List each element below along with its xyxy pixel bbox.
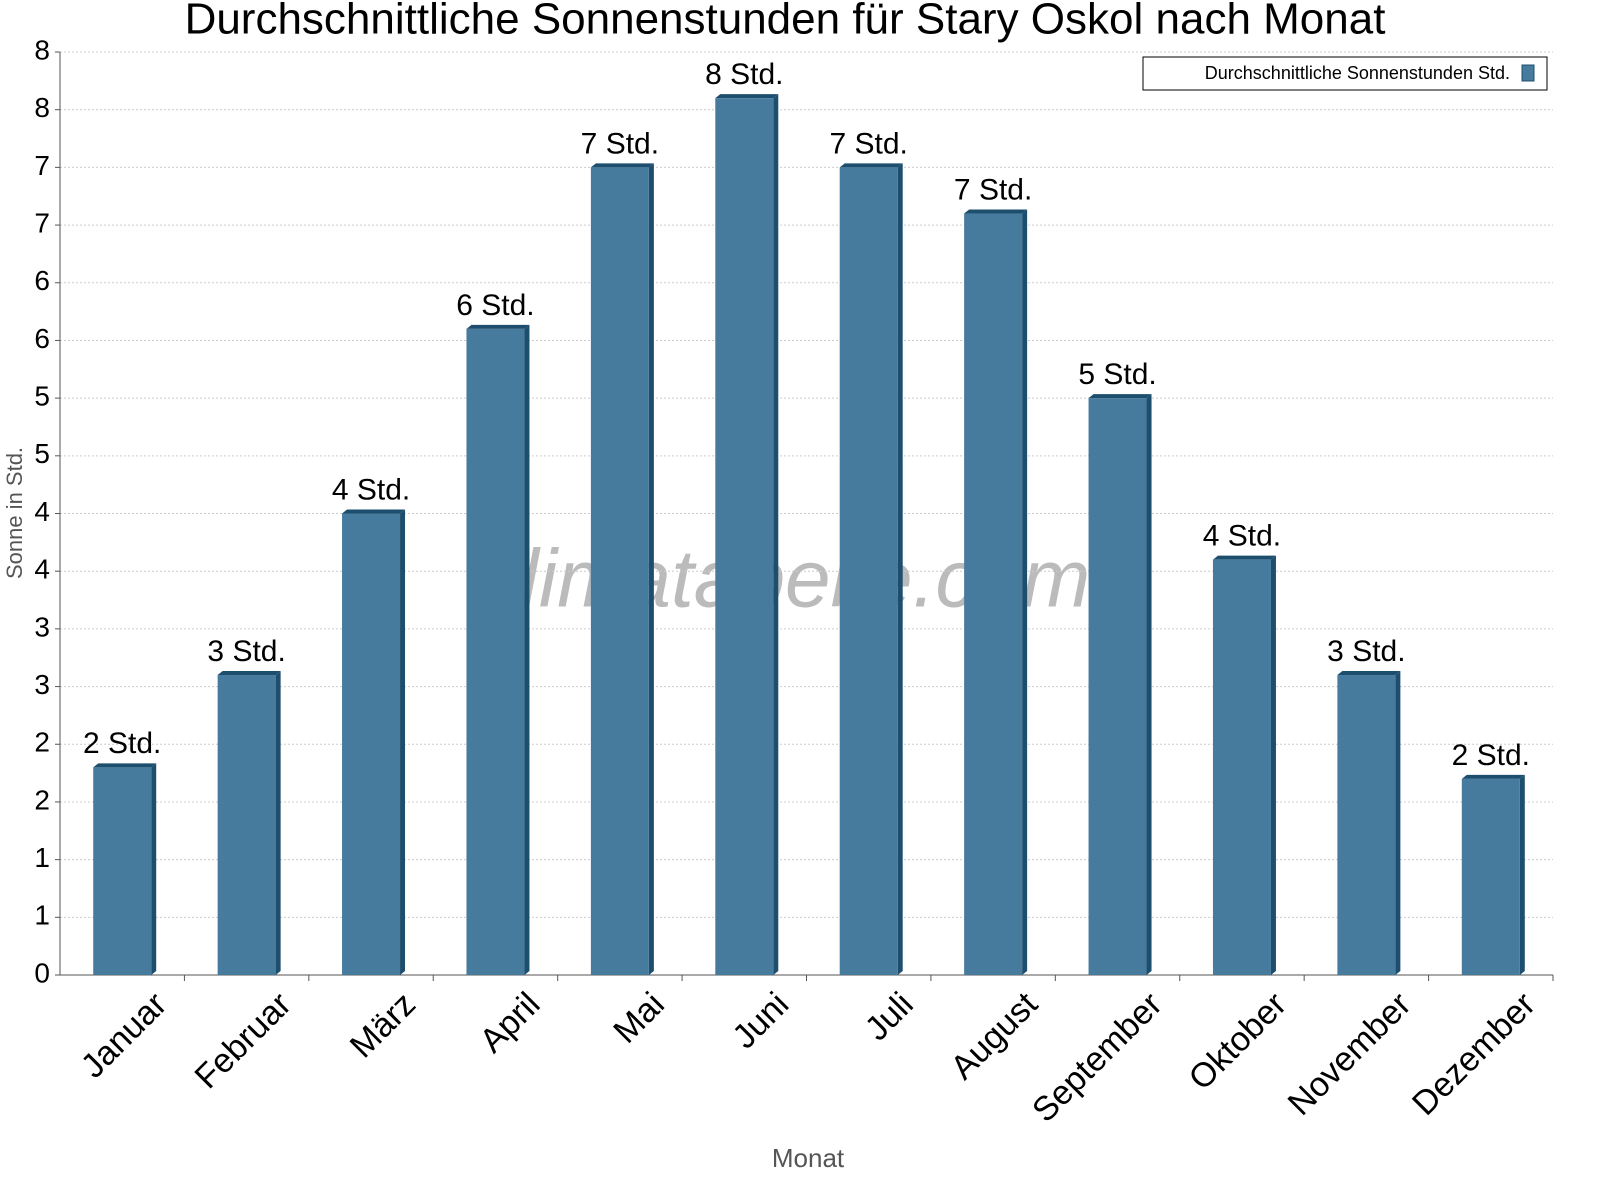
data-label: 3 Std. — [207, 635, 285, 668]
y-tick-label: 5 — [34, 381, 50, 412]
bar — [93, 767, 152, 975]
x-tick-label: August — [943, 985, 1045, 1087]
data-label: 5 Std. — [1078, 358, 1156, 391]
y-tick-label: 6 — [34, 323, 50, 354]
y-axis-title: Sonne in Std. — [2, 447, 27, 579]
y-tick-label: 8 — [34, 92, 50, 123]
bar-top — [839, 163, 903, 168]
y-tick-label: 6 — [34, 265, 50, 296]
bar-side — [648, 163, 654, 975]
y-tick-label: 2 — [34, 784, 50, 815]
data-label: 4 Std. — [332, 473, 410, 506]
y-tick-label: 5 — [34, 438, 50, 469]
bar — [964, 213, 1023, 975]
x-tick-label: Juli — [858, 985, 921, 1048]
x-tick-label: Januar — [74, 985, 174, 1085]
y-tick-label: 3 — [34, 669, 50, 700]
bar — [715, 98, 774, 975]
y-tick-label: 0 — [34, 957, 50, 988]
y-tick-label: 4 — [34, 496, 50, 527]
y-tick-label: 2 — [34, 727, 50, 758]
data-label: 2 Std. — [1452, 739, 1530, 772]
y-tick-label: 7 — [34, 150, 50, 181]
y-tick-label: 3 — [34, 611, 50, 642]
data-label: 3 Std. — [1327, 635, 1405, 668]
data-label: 2 Std. — [83, 727, 161, 760]
x-axis-title: Monat — [772, 1143, 845, 1173]
bar-top — [93, 763, 157, 768]
y-tick-label: 7 — [34, 207, 50, 238]
data-label: 6 Std. — [456, 289, 534, 322]
bar-side — [1519, 774, 1525, 975]
data-label: 7 Std. — [581, 127, 659, 160]
bar-side — [1395, 671, 1401, 975]
x-tick-label: Mai — [606, 985, 672, 1051]
legend-label: Durchschnittliche Sonnenstunden Std. — [1205, 63, 1510, 83]
legend-swatch — [1521, 64, 1535, 82]
x-tick-label: November — [1281, 985, 1419, 1123]
bar-top — [1461, 774, 1525, 779]
bar — [342, 513, 401, 975]
bar-side — [1022, 209, 1028, 975]
data-label: 4 Std. — [1203, 520, 1281, 553]
x-tick-label: April — [472, 985, 547, 1060]
bar — [590, 167, 649, 975]
bar-side — [151, 763, 157, 975]
x-tick-label: Februar — [188, 985, 299, 1096]
legend: Durchschnittliche Sonnenstunden Std. — [1142, 56, 1548, 91]
bar-top — [342, 509, 406, 514]
x-tick-label: Juni — [725, 985, 796, 1056]
bar-top — [217, 671, 281, 676]
bar-top — [715, 94, 779, 99]
bar — [1088, 398, 1147, 975]
y-tick-label: 8 — [34, 34, 50, 65]
data-label: 7 Std. — [954, 173, 1032, 206]
bar-top — [590, 163, 654, 168]
x-tick-label: Dezember — [1405, 985, 1543, 1123]
bar-side — [1270, 555, 1276, 975]
bar-top — [964, 209, 1028, 214]
y-tick-label: 4 — [34, 554, 50, 585]
x-tick-label: Oktober — [1182, 985, 1294, 1097]
bar — [839, 167, 898, 975]
data-label: 7 Std. — [830, 127, 908, 160]
bar — [466, 328, 525, 975]
bar-side — [773, 94, 779, 975]
y-tick-label: 1 — [34, 900, 50, 931]
bar-side — [524, 324, 530, 975]
bar-side — [897, 163, 903, 975]
x-tick-label: September — [1025, 985, 1169, 1129]
x-tick-label: März — [343, 985, 423, 1065]
bar — [217, 675, 276, 975]
bar — [1212, 559, 1271, 975]
bar-side — [400, 509, 406, 975]
bar-top — [1337, 671, 1401, 676]
bar-top — [1212, 555, 1276, 560]
chart-title: Durchschnittliche Sonnenstunden für Star… — [185, 0, 1386, 44]
bar-top — [1088, 394, 1152, 399]
bar-side — [1146, 394, 1152, 975]
bar — [1461, 778, 1520, 975]
y-tick-label: 1 — [34, 842, 50, 873]
data-label: 8 Std. — [705, 58, 783, 91]
legend-box — [1142, 56, 1548, 91]
bar-top — [466, 324, 530, 329]
bar — [1337, 675, 1396, 975]
bar-side — [275, 671, 281, 975]
